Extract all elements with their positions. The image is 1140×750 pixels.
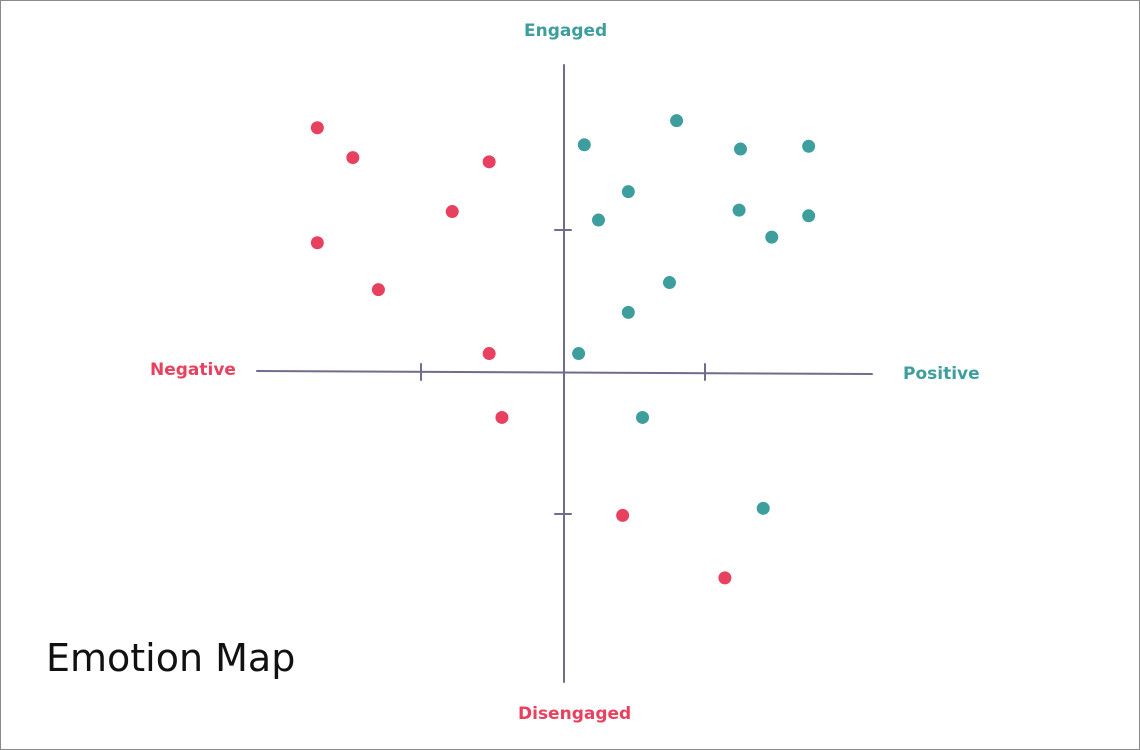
positive-data-point (802, 139, 816, 153)
positive-data-point (621, 185, 635, 199)
negative-data-point (482, 347, 496, 361)
positive-data-point (802, 209, 816, 223)
negative-data-point (310, 236, 324, 250)
negative-data-point (310, 121, 324, 135)
negative-data-point (346, 151, 360, 165)
x-axis-positive-label: Positive (903, 364, 980, 384)
positive-data-point (670, 114, 684, 128)
y-axis-negative-label: Disengaged (518, 704, 632, 724)
negative-data-point (371, 283, 385, 297)
positive-data-point (732, 203, 746, 217)
positive-data-point (592, 213, 605, 227)
negative-data-point (445, 205, 459, 219)
data-points (310, 114, 816, 585)
chart-title: Emotion Map (46, 636, 296, 680)
positive-data-point (636, 410, 650, 424)
y-axis-positive-label: Engaged (524, 21, 608, 41)
positive-data-point (734, 142, 747, 156)
axes (256, 64, 873, 683)
negative-data-point (482, 155, 496, 169)
positive-data-point (756, 501, 770, 515)
positive-data-point (577, 138, 591, 152)
positive-data-point (572, 347, 586, 361)
positive-data-point (663, 276, 676, 290)
positive-data-point (621, 305, 635, 319)
x-axis-negative-label: Negative (150, 360, 236, 380)
negative-data-point (616, 508, 630, 522)
negative-data-point (495, 410, 509, 424)
positive-data-point (765, 230, 779, 244)
negative-data-point (718, 571, 732, 585)
